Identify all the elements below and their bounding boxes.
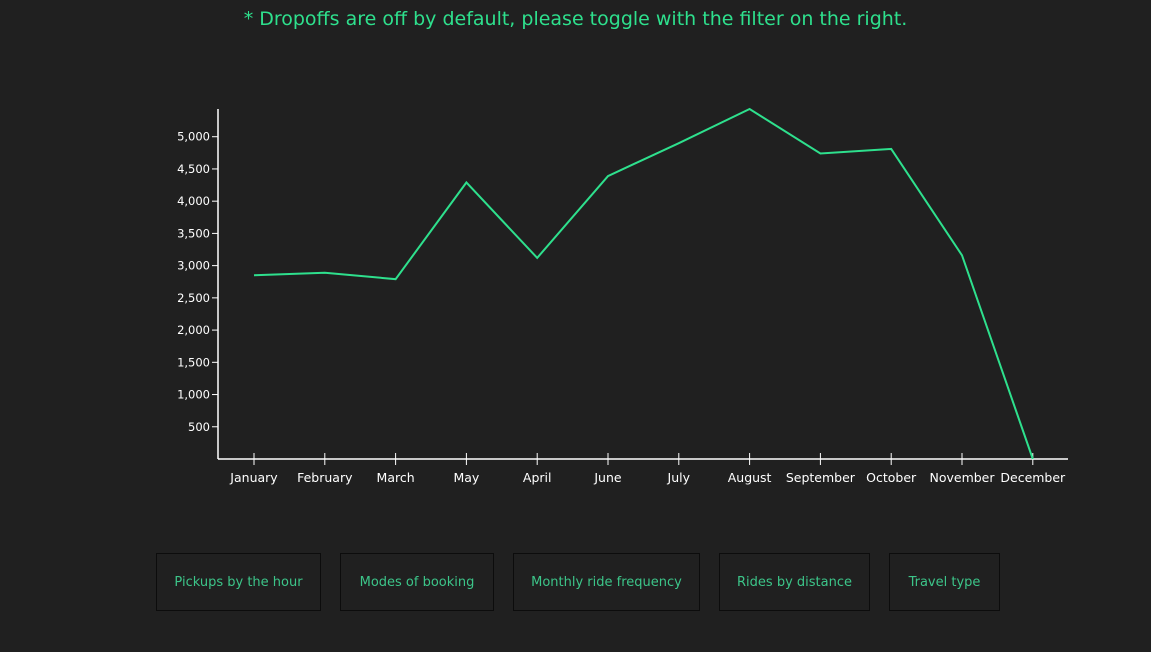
series-line (253, 107, 1034, 460)
y-tick-label: 500 (188, 420, 210, 434)
x-tick-label: August (728, 470, 772, 485)
dropoffs-note: * Dropoffs are off by default, please to… (243, 8, 908, 30)
data-point (747, 107, 752, 112)
monthly-rides-line-chart: 500 1,000 1,500 2,000 2,500 3,000 3,500 4,000 4,… (177, 107, 1068, 485)
y-tick-label: 3,500 (177, 226, 210, 240)
y-tick-label: 3,000 (177, 259, 210, 273)
data-point (322, 270, 327, 275)
data-point (464, 180, 469, 185)
y-tick-label: 1,500 (177, 355, 210, 369)
x-tick-label: June (593, 470, 622, 485)
x-tick-label: March (377, 470, 415, 485)
y-tick-label: 4,000 (177, 194, 210, 208)
y-tick-label: 2,000 (177, 323, 210, 337)
x-tick-label: December (1000, 470, 1066, 485)
x-tick-label: November (929, 470, 995, 485)
x-axis: January February March May April June July Augu… (218, 453, 1068, 485)
data-point (889, 146, 894, 151)
data-point (818, 151, 823, 156)
x-tick-label: April (523, 470, 552, 485)
x-tick-label: September (786, 470, 856, 485)
pickups-by-hour-button[interactable]: Pickups by the hour (156, 553, 321, 611)
modes-of-booking-button[interactable]: Modes of booking (340, 553, 494, 611)
series-layer (252, 107, 1035, 462)
x-tick-label: May (453, 470, 479, 485)
y-tick-label: 1,000 (177, 388, 210, 402)
y-tick-label: 2,500 (177, 291, 210, 305)
travel-type-button[interactable]: Travel type (889, 553, 1000, 611)
data-point (1030, 457, 1035, 462)
data-point (676, 141, 681, 146)
data-point (535, 255, 540, 260)
monthly-ride-frequency-button[interactable]: Monthly ride frequency (513, 553, 700, 611)
data-point (606, 174, 611, 179)
data-point (252, 273, 257, 278)
y-axis: 500 1,000 1,500 2,000 2,500 3,000 3,500 4,000 4,… (177, 109, 219, 459)
data-point (960, 253, 965, 258)
data-point (393, 277, 398, 282)
x-tick-label: July (667, 470, 691, 485)
chart-selector-buttons: Pickups by the hour Modes of booking Mon… (0, 553, 1151, 611)
x-tick-label: January (229, 470, 278, 485)
x-tick-label: February (297, 470, 353, 485)
y-tick-label: 4,500 (177, 162, 210, 176)
rides-by-distance-button[interactable]: Rides by distance (719, 553, 870, 611)
y-tick-label: 5,000 (177, 130, 210, 144)
x-tick-label: October (866, 470, 917, 485)
